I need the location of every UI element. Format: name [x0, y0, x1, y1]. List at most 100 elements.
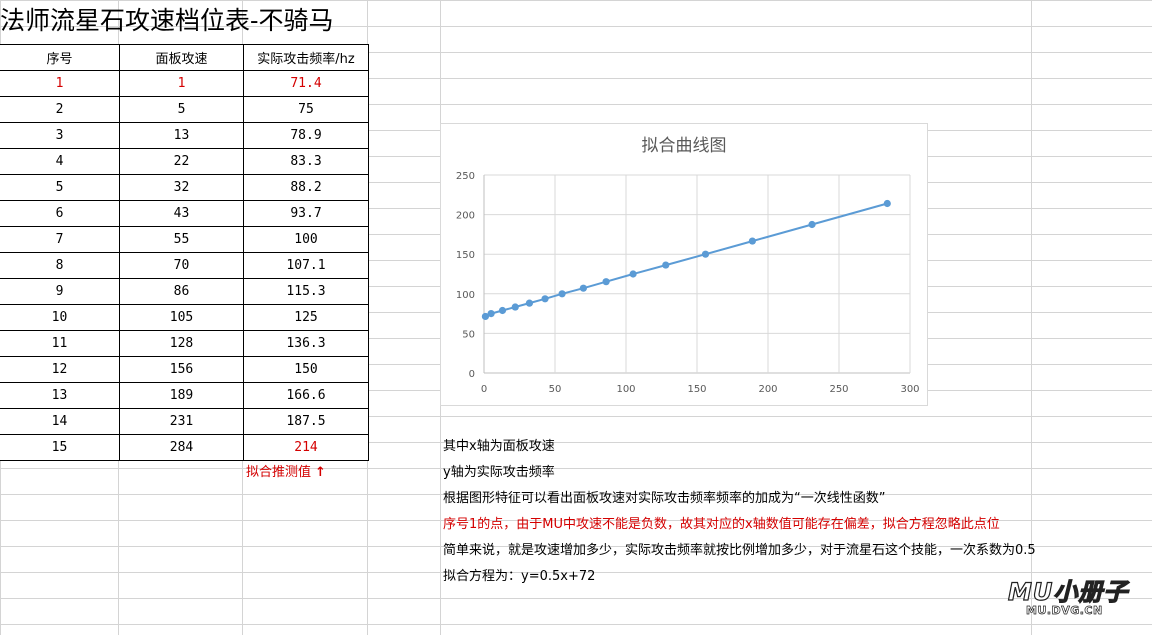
table-row: 15 284 214: [0, 434, 369, 461]
note-summary[interactable]: 简单来说，就是攻速增加多少，实际攻击频率就按比例增加多少，对于流星石这个技能，一…: [443, 543, 1036, 558]
table-row: 10 105 125: [0, 304, 369, 331]
cell-index[interactable]: 13: [0, 382, 120, 409]
data-point: [883, 199, 891, 208]
header-actual-frequency[interactable]: 实际攻击频率/hz: [243, 44, 369, 71]
fit-chart[interactable]: 拟合曲线图 0 50 100 150 200 250 0 50 100 150 200 250 300: [440, 123, 928, 406]
cell-index[interactable]: 4: [0, 148, 120, 175]
x-tick-label: 300: [900, 384, 919, 395]
cell-panel-speed[interactable]: 43: [119, 200, 244, 227]
watermark-logo: MU小册子 MU.DVG.CN: [1004, 572, 1134, 622]
table-row: 9 86 115.3: [0, 278, 369, 305]
x-tick-label: 0: [481, 384, 487, 395]
cell-panel-speed[interactable]: 22: [119, 148, 244, 175]
cell-panel-speed[interactable]: 156: [119, 356, 244, 383]
x-tick-label: 50: [549, 384, 562, 395]
data-point: [487, 310, 495, 318]
fit-estimate-label: 拟合推测值: [246, 465, 312, 480]
watermark-main-text: MU小册子: [1007, 577, 1129, 606]
note-warning[interactable]: 序号1的点，由于MU中攻速不能是负数，故其对应的x轴数值可能存在偏差，拟合方程忽…: [443, 517, 1000, 532]
watermark-sub-text: MU.DVG.CN: [1026, 604, 1103, 618]
cell-panel-speed[interactable]: 231: [119, 408, 244, 435]
cell-index[interactable]: 11: [0, 330, 120, 357]
table-row: 6 43 93.7: [0, 200, 369, 227]
cell-index[interactable]: 9: [0, 278, 120, 305]
cell-panel-speed[interactable]: 70: [119, 252, 244, 279]
y-tick-label: 150: [456, 250, 475, 261]
cell-panel-speed[interactable]: 86: [119, 278, 244, 305]
y-tick-label: 50: [462, 329, 475, 340]
cell-panel-speed[interactable]: 5: [119, 96, 244, 123]
table-row: 7 55 100: [0, 226, 369, 253]
data-point: [481, 312, 490, 321]
cell-index[interactable]: 14: [0, 408, 120, 435]
cell-actual-frequency[interactable]: 150: [243, 356, 369, 383]
cell-panel-speed[interactable]: 13: [119, 122, 244, 149]
cell-panel-speed[interactable]: 105: [119, 304, 244, 331]
cell-actual-frequency[interactable]: 107.1: [243, 252, 369, 279]
cell-actual-frequency[interactable]: 83.3: [243, 148, 369, 175]
x-tick-label: 200: [758, 384, 777, 395]
cell-index[interactable]: 12: [0, 356, 120, 383]
table-row: 14 231 187.5: [0, 408, 369, 435]
cell-index[interactable]: 10: [0, 304, 120, 331]
note-y-axis[interactable]: y轴为实际攻击频率: [443, 465, 555, 480]
cell-actual-frequency[interactable]: 75: [243, 96, 369, 123]
cell-actual-frequency[interactable]: 214: [243, 434, 369, 461]
y-tick-label: 200: [456, 211, 475, 222]
note-linear[interactable]: 根据图形特征可以看出面板攻速对实际攻击频率频率的加成为“一次线性函数”: [443, 491, 886, 506]
data-point: [498, 306, 507, 315]
cell-actual-frequency[interactable]: 187.5: [243, 408, 369, 435]
cell-index[interactable]: 3: [0, 122, 120, 149]
cell-actual-frequency[interactable]: 78.9: [243, 122, 369, 149]
cell-panel-speed[interactable]: 284: [119, 434, 244, 461]
cell-panel-speed[interactable]: 128: [119, 330, 244, 357]
cell-actual-frequency[interactable]: 71.4: [243, 70, 369, 97]
chart-title: 拟合曲线图: [642, 136, 727, 156]
table-row: 13 189 166.6: [0, 382, 369, 409]
cell-index[interactable]: 2: [0, 96, 120, 123]
data-point: [511, 303, 519, 311]
cell-actual-frequency[interactable]: 136.3: [243, 330, 369, 357]
cell-panel-speed[interactable]: 189: [119, 382, 244, 409]
header-index[interactable]: 序号: [0, 44, 120, 71]
table-row: 5 32 88.2: [0, 174, 369, 201]
sheet-title[interactable]: 法师流星石攻速档位表-不骑马: [0, 6, 334, 35]
y-tick-label: 250: [456, 171, 475, 182]
cell-actual-frequency[interactable]: 166.6: [243, 382, 369, 409]
y-tick-label: 0: [469, 369, 475, 380]
cell-index[interactable]: 15: [0, 434, 120, 461]
data-point: [701, 250, 710, 258]
cell-panel-speed[interactable]: 32: [119, 174, 244, 201]
table-header-row: 序号 面板攻速 实际攻击频率/hz: [0, 44, 369, 71]
x-tick-label: 250: [829, 384, 848, 395]
cell-actual-frequency[interactable]: 115.3: [243, 278, 369, 305]
cell-actual-frequency[interactable]: 125: [243, 304, 369, 331]
cell-panel-speed[interactable]: 55: [119, 226, 244, 253]
data-point: [748, 237, 756, 245]
table-row: 12 156 150: [0, 356, 369, 383]
table-row: 1 1 71.4: [0, 70, 369, 97]
cell-index[interactable]: 5: [0, 174, 120, 201]
table-row: 4 22 83.3: [0, 148, 369, 175]
cell-panel-speed[interactable]: 1: [119, 70, 244, 97]
note-x-axis[interactable]: 其中x轴为面板攻速: [443, 439, 555, 454]
speed-table: 序号 面板攻速 实际攻击频率/hz 1 1 71.4 2 5 75 3 13 78.9 4 22 83…: [0, 44, 369, 461]
data-point: [579, 284, 587, 292]
x-tick-label: 100: [616, 384, 635, 395]
cell-index[interactable]: 6: [0, 200, 120, 227]
cell-actual-frequency[interactable]: 93.7: [243, 200, 369, 227]
cell-actual-frequency[interactable]: 88.2: [243, 174, 369, 201]
note-equation[interactable]: 拟合方程为：y=0.5x+72: [443, 569, 596, 584]
data-point: [662, 261, 670, 269]
cell-actual-frequency[interactable]: 100: [243, 226, 369, 253]
fit-estimate-note[interactable]: 拟合推测值 ↑: [246, 460, 326, 486]
y-tick-label: 100: [456, 290, 475, 301]
data-point: [602, 278, 610, 286]
table-row: 2 5 75: [0, 96, 369, 123]
cell-index[interactable]: 8: [0, 252, 120, 279]
table-row: 11 128 136.3: [0, 330, 369, 357]
header-panel-speed[interactable]: 面板攻速: [119, 44, 244, 71]
cell-index[interactable]: 7: [0, 226, 120, 253]
table-row: 8 70 107.1: [0, 252, 369, 279]
cell-index[interactable]: 1: [0, 70, 120, 97]
